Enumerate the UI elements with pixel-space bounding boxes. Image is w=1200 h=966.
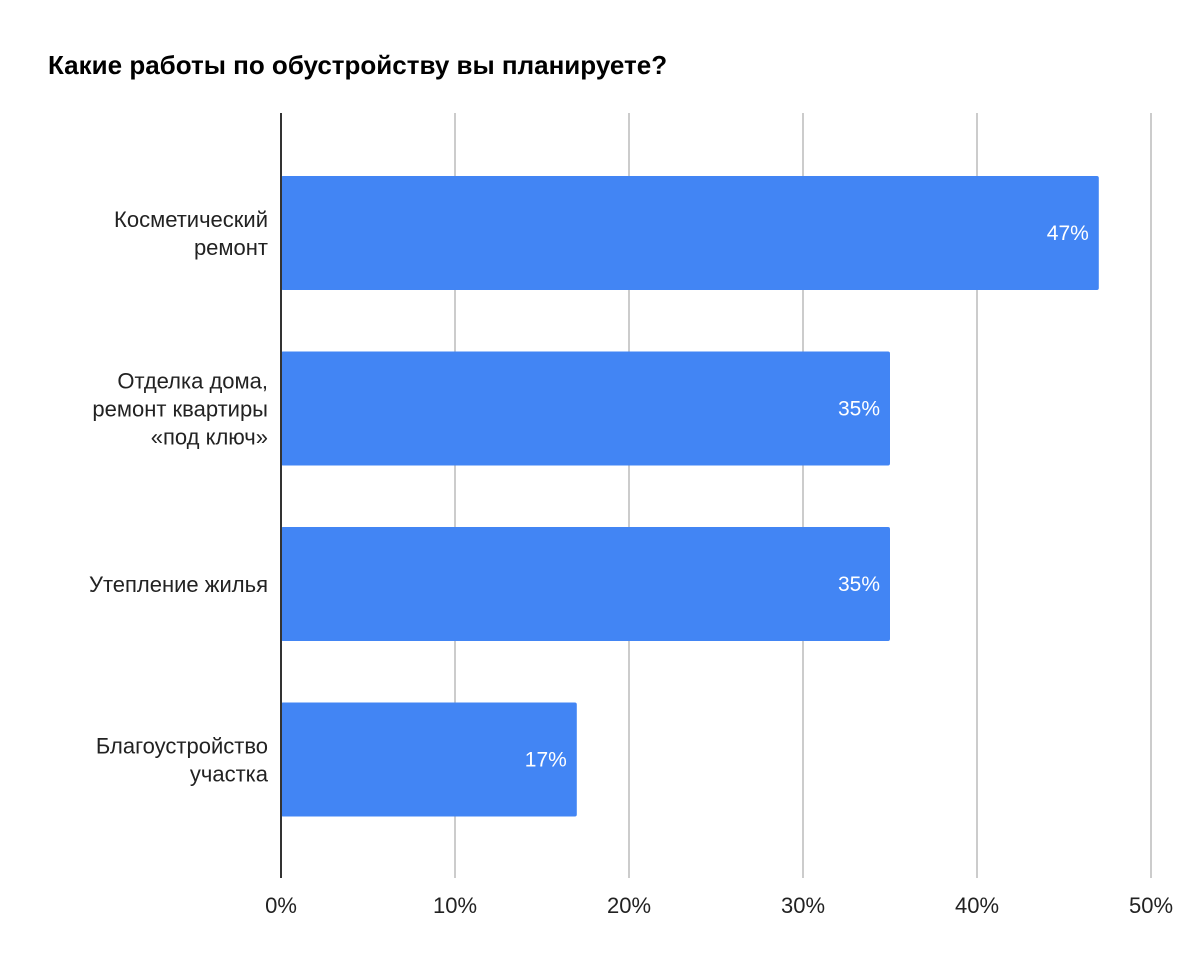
x-tick-label: 10% — [433, 893, 477, 918]
data-label: 47% — [1047, 222, 1089, 245]
bar — [281, 176, 1099, 290]
x-tick-label: 30% — [781, 893, 825, 918]
x-tick-label: 0% — [265, 893, 297, 918]
bar — [281, 527, 890, 641]
data-label: 35% — [838, 398, 880, 421]
data-label: 17% — [525, 749, 567, 772]
data-label: 35% — [838, 573, 880, 596]
bar — [281, 702, 577, 817]
category-label: Благоустройство участка — [96, 734, 269, 787]
category-label: Утепление жилья — [89, 572, 268, 597]
category-label: Косметический ремонт — [114, 207, 268, 260]
x-tick-label: 20% — [607, 893, 651, 918]
labels: 0% 10% 20% 30% 40% 50% 47% Косметический ремонт 3… — [89, 207, 1173, 918]
bar — [281, 351, 890, 466]
x-tick-label: 50% — [1129, 893, 1173, 918]
category-label: Отделка дома, ремонт квартиры «под ключ» — [92, 369, 268, 450]
x-tick-label: 40% — [955, 893, 999, 918]
bars — [281, 176, 1099, 817]
chart-title: Какие работы по обустройству вы планируе… — [48, 50, 667, 80]
